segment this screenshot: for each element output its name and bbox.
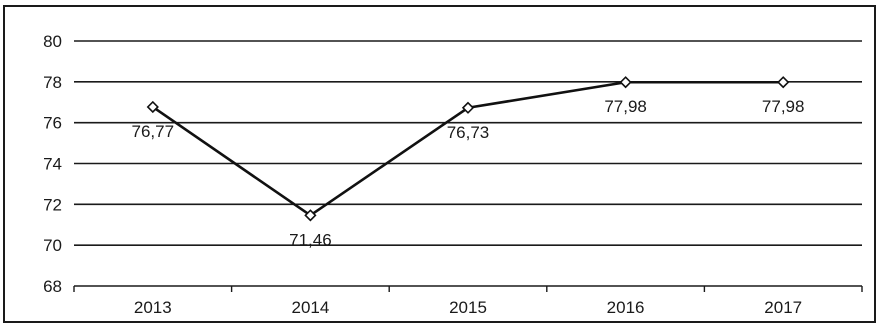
y-axis-ticks: 68 70 72 74 76 78 80 <box>43 32 62 296</box>
x-axis: 2013 2014 2015 2016 2017 <box>73 285 863 317</box>
gridlines <box>74 40 862 246</box>
data-point-marker <box>146 100 159 114</box>
data-label: 77,98 <box>762 97 805 116</box>
data-point-marker <box>304 209 317 222</box>
y-tick-label: 80 <box>43 32 62 51</box>
data-label: 76,73 <box>447 123 490 142</box>
y-tick-label: 70 <box>43 236 62 255</box>
data-labels: 76,77 71,46 76,73 77,98 77,98 <box>132 97 805 249</box>
data-point-marker <box>461 101 475 114</box>
series <box>146 76 790 222</box>
chart-border <box>3 5 876 323</box>
y-tick-label: 78 <box>43 73 62 92</box>
data-label: 77,98 <box>604 97 647 116</box>
y-tick-label: 68 <box>43 277 62 296</box>
x-tick-label: 2015 <box>449 298 487 317</box>
x-tick-label: 2016 <box>607 298 645 317</box>
data-point-marker <box>777 76 790 89</box>
y-tick-label: 74 <box>43 155 62 174</box>
data-point-marker <box>619 76 632 89</box>
data-label: 71,46 <box>289 230 332 249</box>
y-tick-label: 76 <box>43 114 62 133</box>
x-tick-label: 2014 <box>291 298 329 317</box>
x-tick-label: 2013 <box>134 298 172 317</box>
x-tick-label: 2017 <box>764 298 802 317</box>
data-label: 76,77 <box>132 122 175 141</box>
y-tick-label: 72 <box>43 195 62 214</box>
